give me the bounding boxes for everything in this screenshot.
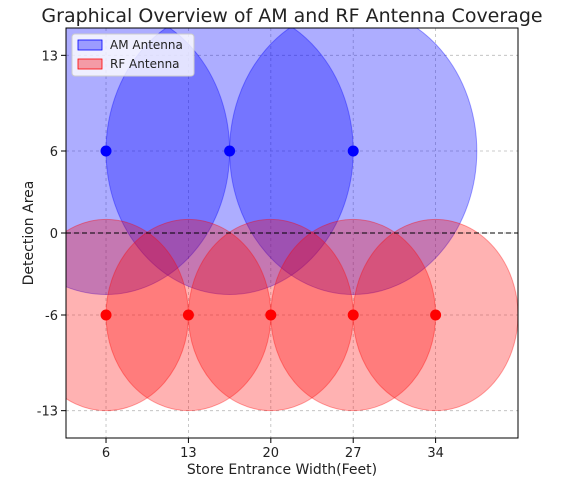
legend-label-rf: RF Antenna	[110, 57, 180, 71]
x-tick-label: 27	[345, 446, 362, 461]
x-axis-ticks: 6 13 20 27 34	[102, 438, 444, 461]
y-tick-label: 0	[50, 227, 58, 242]
y-tick-label: 6	[50, 145, 58, 160]
x-tick-label: 20	[263, 446, 280, 461]
y-tick-label: -13	[37, 405, 58, 420]
antenna-points	[100, 145, 442, 321]
x-tick-label: 6	[102, 446, 110, 461]
x-tick-label: 34	[427, 446, 444, 461]
rf-antenna-point-3	[265, 309, 277, 321]
y-tick-label: -6	[45, 309, 58, 324]
legend-label-am: AM Antenna	[110, 38, 183, 52]
rf-antenna-point-5	[430, 309, 442, 321]
am-antenna-point-3	[347, 145, 359, 157]
chart-title: Graphical Overview of AM and RF Antenna …	[41, 5, 542, 27]
legend-swatch-rf	[77, 58, 103, 70]
am-antenna-point-1	[100, 145, 112, 157]
legend: AM Antenna RF Antenna	[71, 33, 195, 77]
rf-antenna-point-1	[100, 309, 112, 321]
legend-swatch-am	[77, 39, 103, 51]
am-antenna-point-2	[224, 145, 236, 157]
y-axis-label: Detection Area	[21, 181, 37, 286]
x-axis-label: Store Entrance Width(Feet)	[187, 462, 377, 478]
x-tick-label: 13	[180, 446, 197, 461]
y-tick-label: 13	[41, 49, 58, 64]
rf-antenna-point-4	[347, 309, 359, 321]
y-axis-ticks: -13 -6 0 6 13	[37, 49, 66, 420]
rf-antenna-point-2	[182, 309, 194, 321]
legend-box	[71, 33, 195, 77]
